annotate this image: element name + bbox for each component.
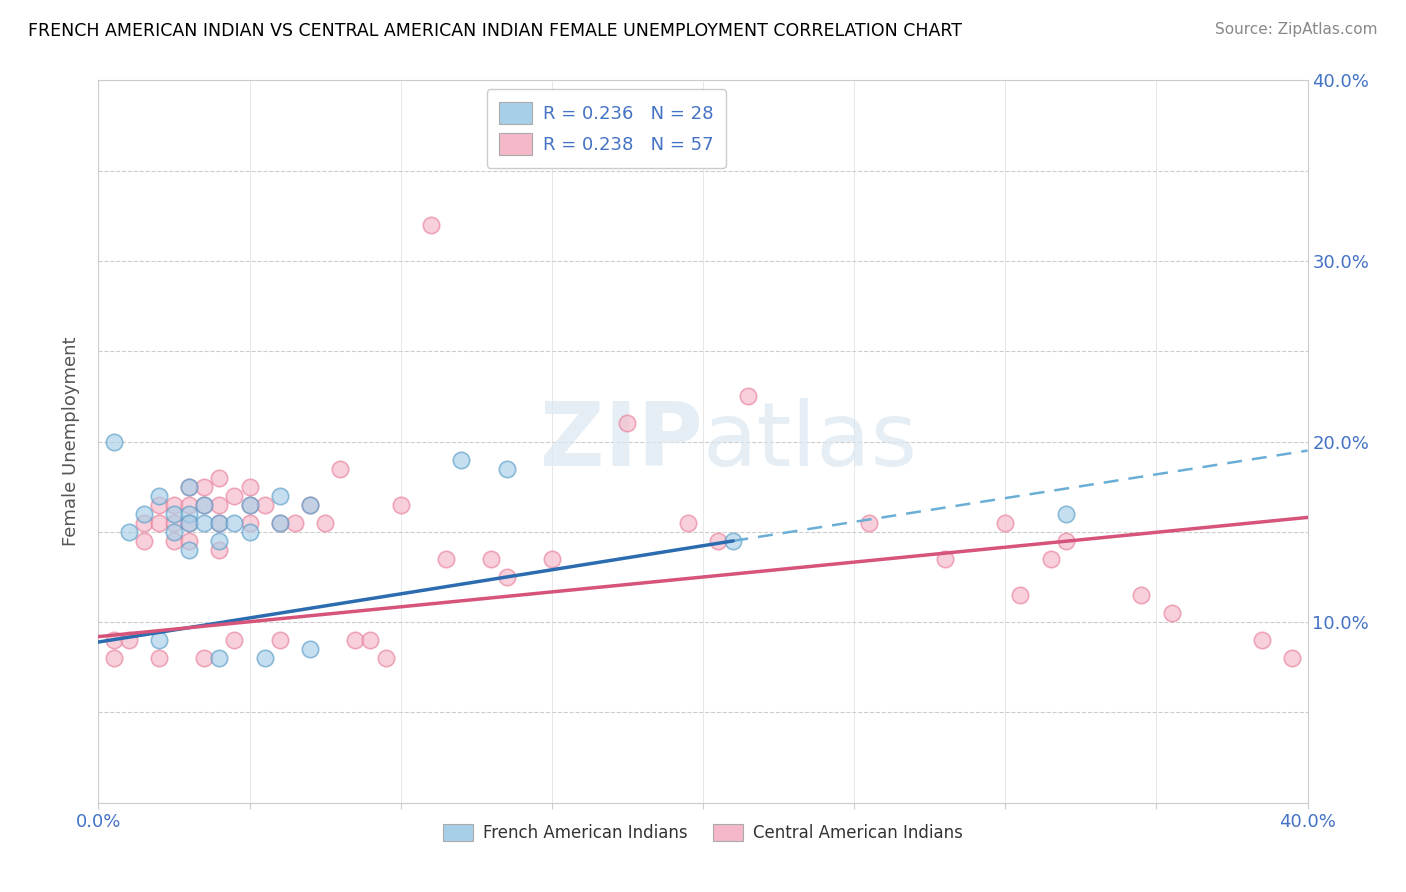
Point [208,498,231,512]
Point [163,516,186,530]
Point [193,651,215,665]
Point [239,516,262,530]
Point [1054,533,1077,548]
Point [179,542,201,557]
Point [224,633,246,648]
Point [118,524,141,539]
Point [103,651,125,665]
Point [239,480,262,494]
Point [179,516,201,530]
Point [208,516,231,530]
Point [360,633,382,648]
Point [1281,651,1303,665]
Point [707,533,730,548]
Point [1251,633,1274,648]
Point [269,633,291,648]
Point [163,524,186,539]
Point [253,651,276,665]
Point [344,633,367,648]
Point [389,498,412,512]
Point [193,498,215,512]
Point [1039,552,1062,566]
Point [374,651,396,665]
Y-axis label: Female Unemployment: Female Unemployment [62,337,80,546]
Point [299,498,322,512]
Point [284,516,307,530]
Point [314,516,336,530]
Point [540,552,562,566]
Point [193,516,215,530]
Point [148,516,170,530]
Point [163,498,186,512]
Point [299,498,322,512]
Point [253,498,276,512]
Point [420,218,443,232]
Point [193,480,215,494]
Point [179,533,201,548]
Point [269,516,291,530]
Point [148,651,170,665]
Point [118,633,141,648]
Point [434,552,457,566]
Point [299,642,322,657]
Point [239,498,262,512]
Point [481,552,503,566]
Point [208,651,231,665]
Point [616,417,638,431]
Point [208,471,231,485]
Point [269,516,291,530]
Point [1054,507,1077,521]
Point [934,552,956,566]
Point [163,533,186,548]
Point [179,507,201,521]
Point [224,489,246,503]
Text: atlas: atlas [703,398,918,485]
Point [737,389,759,403]
Text: Source: ZipAtlas.com: Source: ZipAtlas.com [1215,22,1378,37]
Point [179,516,201,530]
Point [858,516,880,530]
Text: ZIP: ZIP [540,398,703,485]
Point [103,633,125,648]
Point [208,516,231,530]
Point [148,498,170,512]
Point [163,507,186,521]
Point [179,498,201,512]
Point [495,570,517,584]
Point [239,524,262,539]
Point [208,542,231,557]
Point [676,516,699,530]
Point [1010,588,1032,602]
Point [994,516,1017,530]
Point [269,489,291,503]
Point [495,461,517,475]
Legend: French American Indians, Central American Indians: French American Indians, Central America… [437,817,969,848]
Point [179,480,201,494]
Point [239,498,262,512]
Point [208,533,231,548]
Point [103,434,125,449]
Point [193,498,215,512]
Point [329,461,352,475]
Point [1130,588,1153,602]
Point [148,633,170,648]
Point [723,533,745,548]
Point [132,507,155,521]
Text: FRENCH AMERICAN INDIAN VS CENTRAL AMERICAN INDIAN FEMALE UNEMPLOYMENT CORRELATIO: FRENCH AMERICAN INDIAN VS CENTRAL AMERIC… [28,22,962,40]
Point [179,480,201,494]
Point [1160,606,1182,620]
Point [148,489,170,503]
Point [450,452,472,467]
Point [132,533,155,548]
Point [224,516,246,530]
Point [132,516,155,530]
